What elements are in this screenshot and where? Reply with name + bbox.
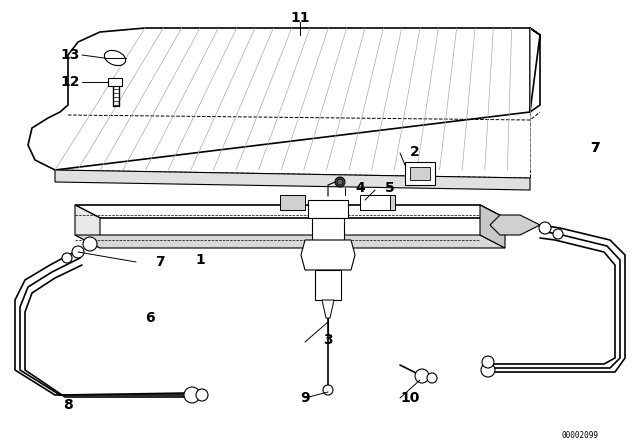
Text: 7: 7 xyxy=(590,141,600,155)
Circle shape xyxy=(415,369,429,383)
Polygon shape xyxy=(322,300,334,318)
Ellipse shape xyxy=(104,51,125,65)
Polygon shape xyxy=(308,200,348,218)
Circle shape xyxy=(481,363,495,377)
Circle shape xyxy=(539,222,551,234)
Polygon shape xyxy=(301,240,355,270)
Text: 5: 5 xyxy=(385,181,395,195)
Circle shape xyxy=(335,177,345,187)
Polygon shape xyxy=(75,205,505,218)
Circle shape xyxy=(323,385,333,395)
Text: 00002099: 00002099 xyxy=(561,431,598,440)
Polygon shape xyxy=(280,195,305,210)
Circle shape xyxy=(337,179,343,185)
Circle shape xyxy=(196,389,208,401)
Polygon shape xyxy=(370,195,395,210)
Polygon shape xyxy=(360,195,390,210)
Polygon shape xyxy=(75,235,505,248)
Polygon shape xyxy=(312,218,344,240)
Text: 7: 7 xyxy=(590,141,600,155)
Polygon shape xyxy=(75,205,100,248)
Polygon shape xyxy=(410,167,430,180)
Text: 13: 13 xyxy=(60,48,80,62)
Text: 12: 12 xyxy=(60,75,80,89)
Text: 11: 11 xyxy=(291,11,310,25)
Circle shape xyxy=(72,246,84,258)
Text: 8: 8 xyxy=(63,398,73,412)
Text: 6: 6 xyxy=(145,311,155,325)
Text: 4: 4 xyxy=(355,181,365,195)
Text: 10: 10 xyxy=(400,391,420,405)
Circle shape xyxy=(553,229,563,239)
Circle shape xyxy=(184,387,200,403)
Polygon shape xyxy=(480,205,505,248)
Polygon shape xyxy=(108,78,122,86)
Circle shape xyxy=(482,356,494,368)
Text: 1: 1 xyxy=(195,253,205,267)
Polygon shape xyxy=(315,270,341,300)
Circle shape xyxy=(427,373,437,383)
Polygon shape xyxy=(28,28,540,170)
Text: 2: 2 xyxy=(410,145,420,159)
Circle shape xyxy=(83,237,97,251)
Text: 7: 7 xyxy=(155,255,165,269)
Circle shape xyxy=(62,253,72,263)
Text: 3: 3 xyxy=(323,333,333,347)
Polygon shape xyxy=(55,170,530,190)
Polygon shape xyxy=(490,215,540,235)
Text: 9: 9 xyxy=(300,391,310,405)
Polygon shape xyxy=(405,162,435,185)
